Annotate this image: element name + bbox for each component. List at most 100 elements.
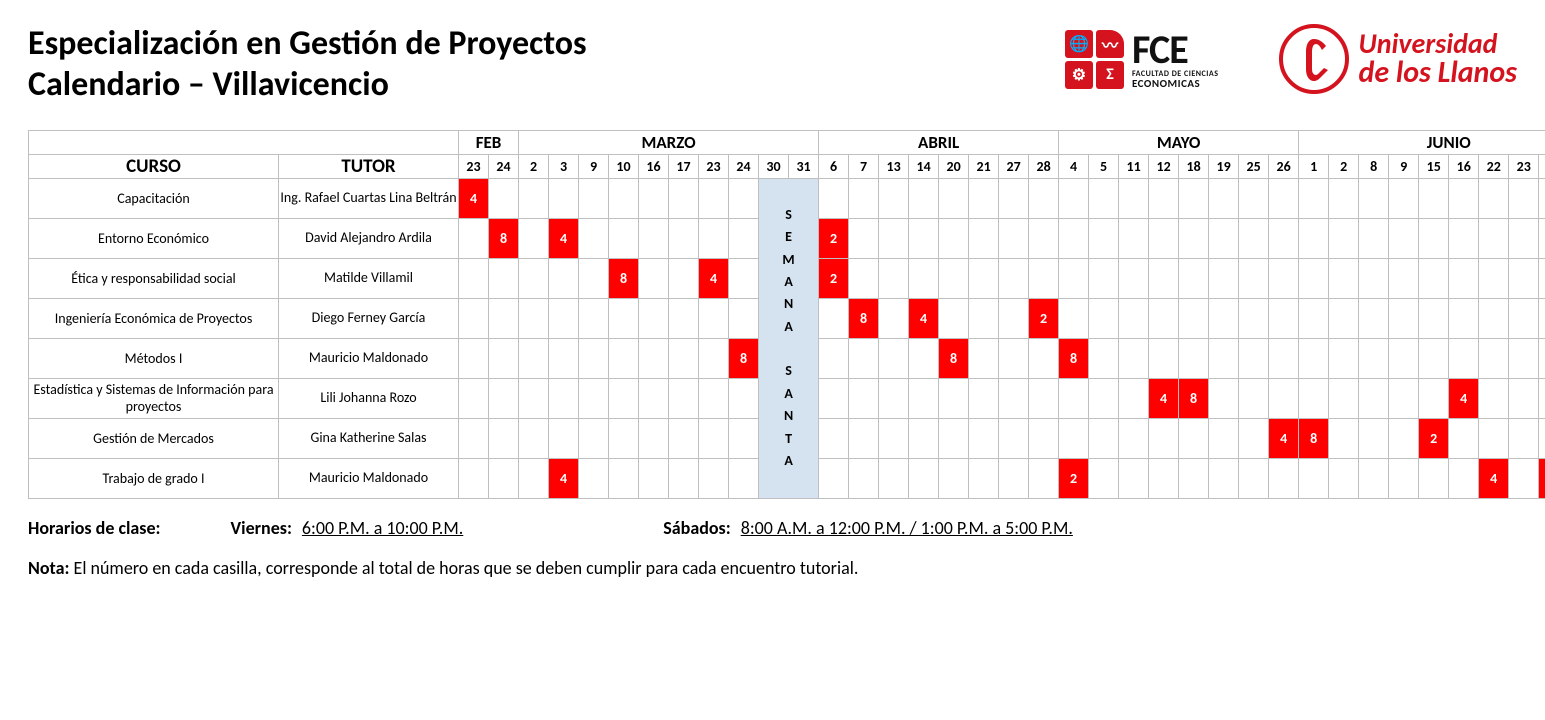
calendar-cell (1209, 338, 1239, 378)
calendar-cell (879, 378, 909, 418)
calendar-cell (1239, 258, 1269, 298)
calendar-cell (879, 418, 909, 458)
calendar-cell (1329, 218, 1359, 258)
hours-cell: 4 (1449, 378, 1479, 418)
calendar-cell (1179, 458, 1209, 498)
day-header: 17 (669, 154, 699, 178)
calendar-head: FEBMARZOABRILMAYOJUNIO CURSOTUTOR2324239… (29, 130, 1545, 178)
day-header: 16 (639, 154, 669, 178)
calendar-cell (1269, 338, 1299, 378)
schedule-label: Horarios de clase: (28, 517, 161, 539)
calendar-cell (969, 378, 999, 418)
day-header: 9 (579, 154, 609, 178)
calendar-cell (1239, 298, 1269, 338)
calendar-cell (1359, 418, 1389, 458)
calendar-cell (549, 258, 579, 298)
calendar-cell (1149, 458, 1179, 498)
calendar-cell (489, 418, 519, 458)
calendar-cell (939, 298, 969, 338)
day-header: 13 (879, 154, 909, 178)
calendar-cell (729, 258, 759, 298)
calendar-cell (639, 458, 669, 498)
calendar-cell (549, 298, 579, 338)
calendar-cell (1029, 258, 1059, 298)
calendar-cell (1119, 218, 1149, 258)
day-header: 14 (909, 154, 939, 178)
calendar-cell (609, 298, 639, 338)
calendar-cell (1149, 418, 1179, 458)
calendar-cell (939, 258, 969, 298)
calendar-cell (489, 338, 519, 378)
title-block: Especialización en Gestión de Proyectos … (28, 24, 587, 106)
calendar-cell (819, 458, 849, 498)
calendar-cell (1479, 258, 1509, 298)
calendar-cell (669, 458, 699, 498)
day-header: 24 (489, 154, 519, 178)
footer: Horarios de clase: Viernes: 6:00 P.M. a … (28, 517, 1517, 579)
calendar-cell (999, 338, 1029, 378)
calendar-cell (1509, 178, 1539, 218)
calendar-cell (519, 458, 549, 498)
hours-cell: 2 (819, 218, 849, 258)
calendar-cell (1419, 338, 1449, 378)
day-header: 23 (1509, 154, 1539, 178)
calendar-cell (939, 218, 969, 258)
calendar-cell (1089, 298, 1119, 338)
calendar-cell (459, 218, 489, 258)
hours-cell: 2 (1059, 458, 1089, 498)
calendar-cell (1329, 458, 1359, 498)
calendar-cell (939, 378, 969, 418)
calendar-cell (1329, 298, 1359, 338)
day-header: 8 (1359, 154, 1389, 178)
month-header: MARZO (519, 130, 819, 154)
calendar-cell (1269, 378, 1299, 418)
calendar-cell (1179, 338, 1209, 378)
calendar-cell (639, 218, 669, 258)
calendar-cell (1269, 258, 1299, 298)
calendar-cell (1179, 258, 1209, 298)
calendar-cell (549, 338, 579, 378)
calendar-cell (1089, 218, 1119, 258)
blank-header (29, 130, 459, 154)
calendar-cell (1299, 298, 1329, 338)
day-header: 24 (729, 154, 759, 178)
calendar-cell (1329, 418, 1359, 458)
calendar-cell (1209, 418, 1239, 458)
calendar-cell (729, 418, 759, 458)
calendar-cell (459, 258, 489, 298)
tutor-name: Mauricio Maldonado (279, 338, 459, 378)
calendar-cell (729, 218, 759, 258)
calendar-cell (1149, 218, 1179, 258)
calendar-cell (669, 298, 699, 338)
calendar-cell (579, 298, 609, 338)
calendar-cell (1419, 378, 1449, 418)
calendar-cell (909, 418, 939, 458)
calendar-cell (1269, 458, 1299, 498)
calendar-cell (549, 378, 579, 418)
calendar-cell (1239, 458, 1269, 498)
unillanos-seal-icon (1279, 24, 1349, 94)
day-header: 30 (759, 154, 789, 178)
calendar-cell (1539, 298, 1545, 338)
calendar-cell (1269, 218, 1299, 258)
tutor-name: Gina Katherine Salas (279, 418, 459, 458)
calendar-cell (849, 178, 879, 218)
calendar-cell (579, 378, 609, 418)
calendar-cell (579, 458, 609, 498)
calendar-cell (1209, 298, 1239, 338)
calendar-cell (1419, 458, 1449, 498)
calendar-cell (849, 458, 879, 498)
calendar-cell (1419, 298, 1449, 338)
calendar-cell (519, 378, 549, 418)
course-name: Capacitación (29, 178, 279, 218)
calendar-cell (1059, 418, 1089, 458)
day-header: 29 (1539, 154, 1545, 178)
calendar-cell (1449, 458, 1479, 498)
calendar-cell (1149, 178, 1179, 218)
calendar-cell (1089, 178, 1119, 218)
calendar-cell (1449, 178, 1479, 218)
calendar-cell (1059, 218, 1089, 258)
hours-cell: 8 (939, 338, 969, 378)
hours-cell: 4 (909, 298, 939, 338)
calendar-cell (1329, 258, 1359, 298)
